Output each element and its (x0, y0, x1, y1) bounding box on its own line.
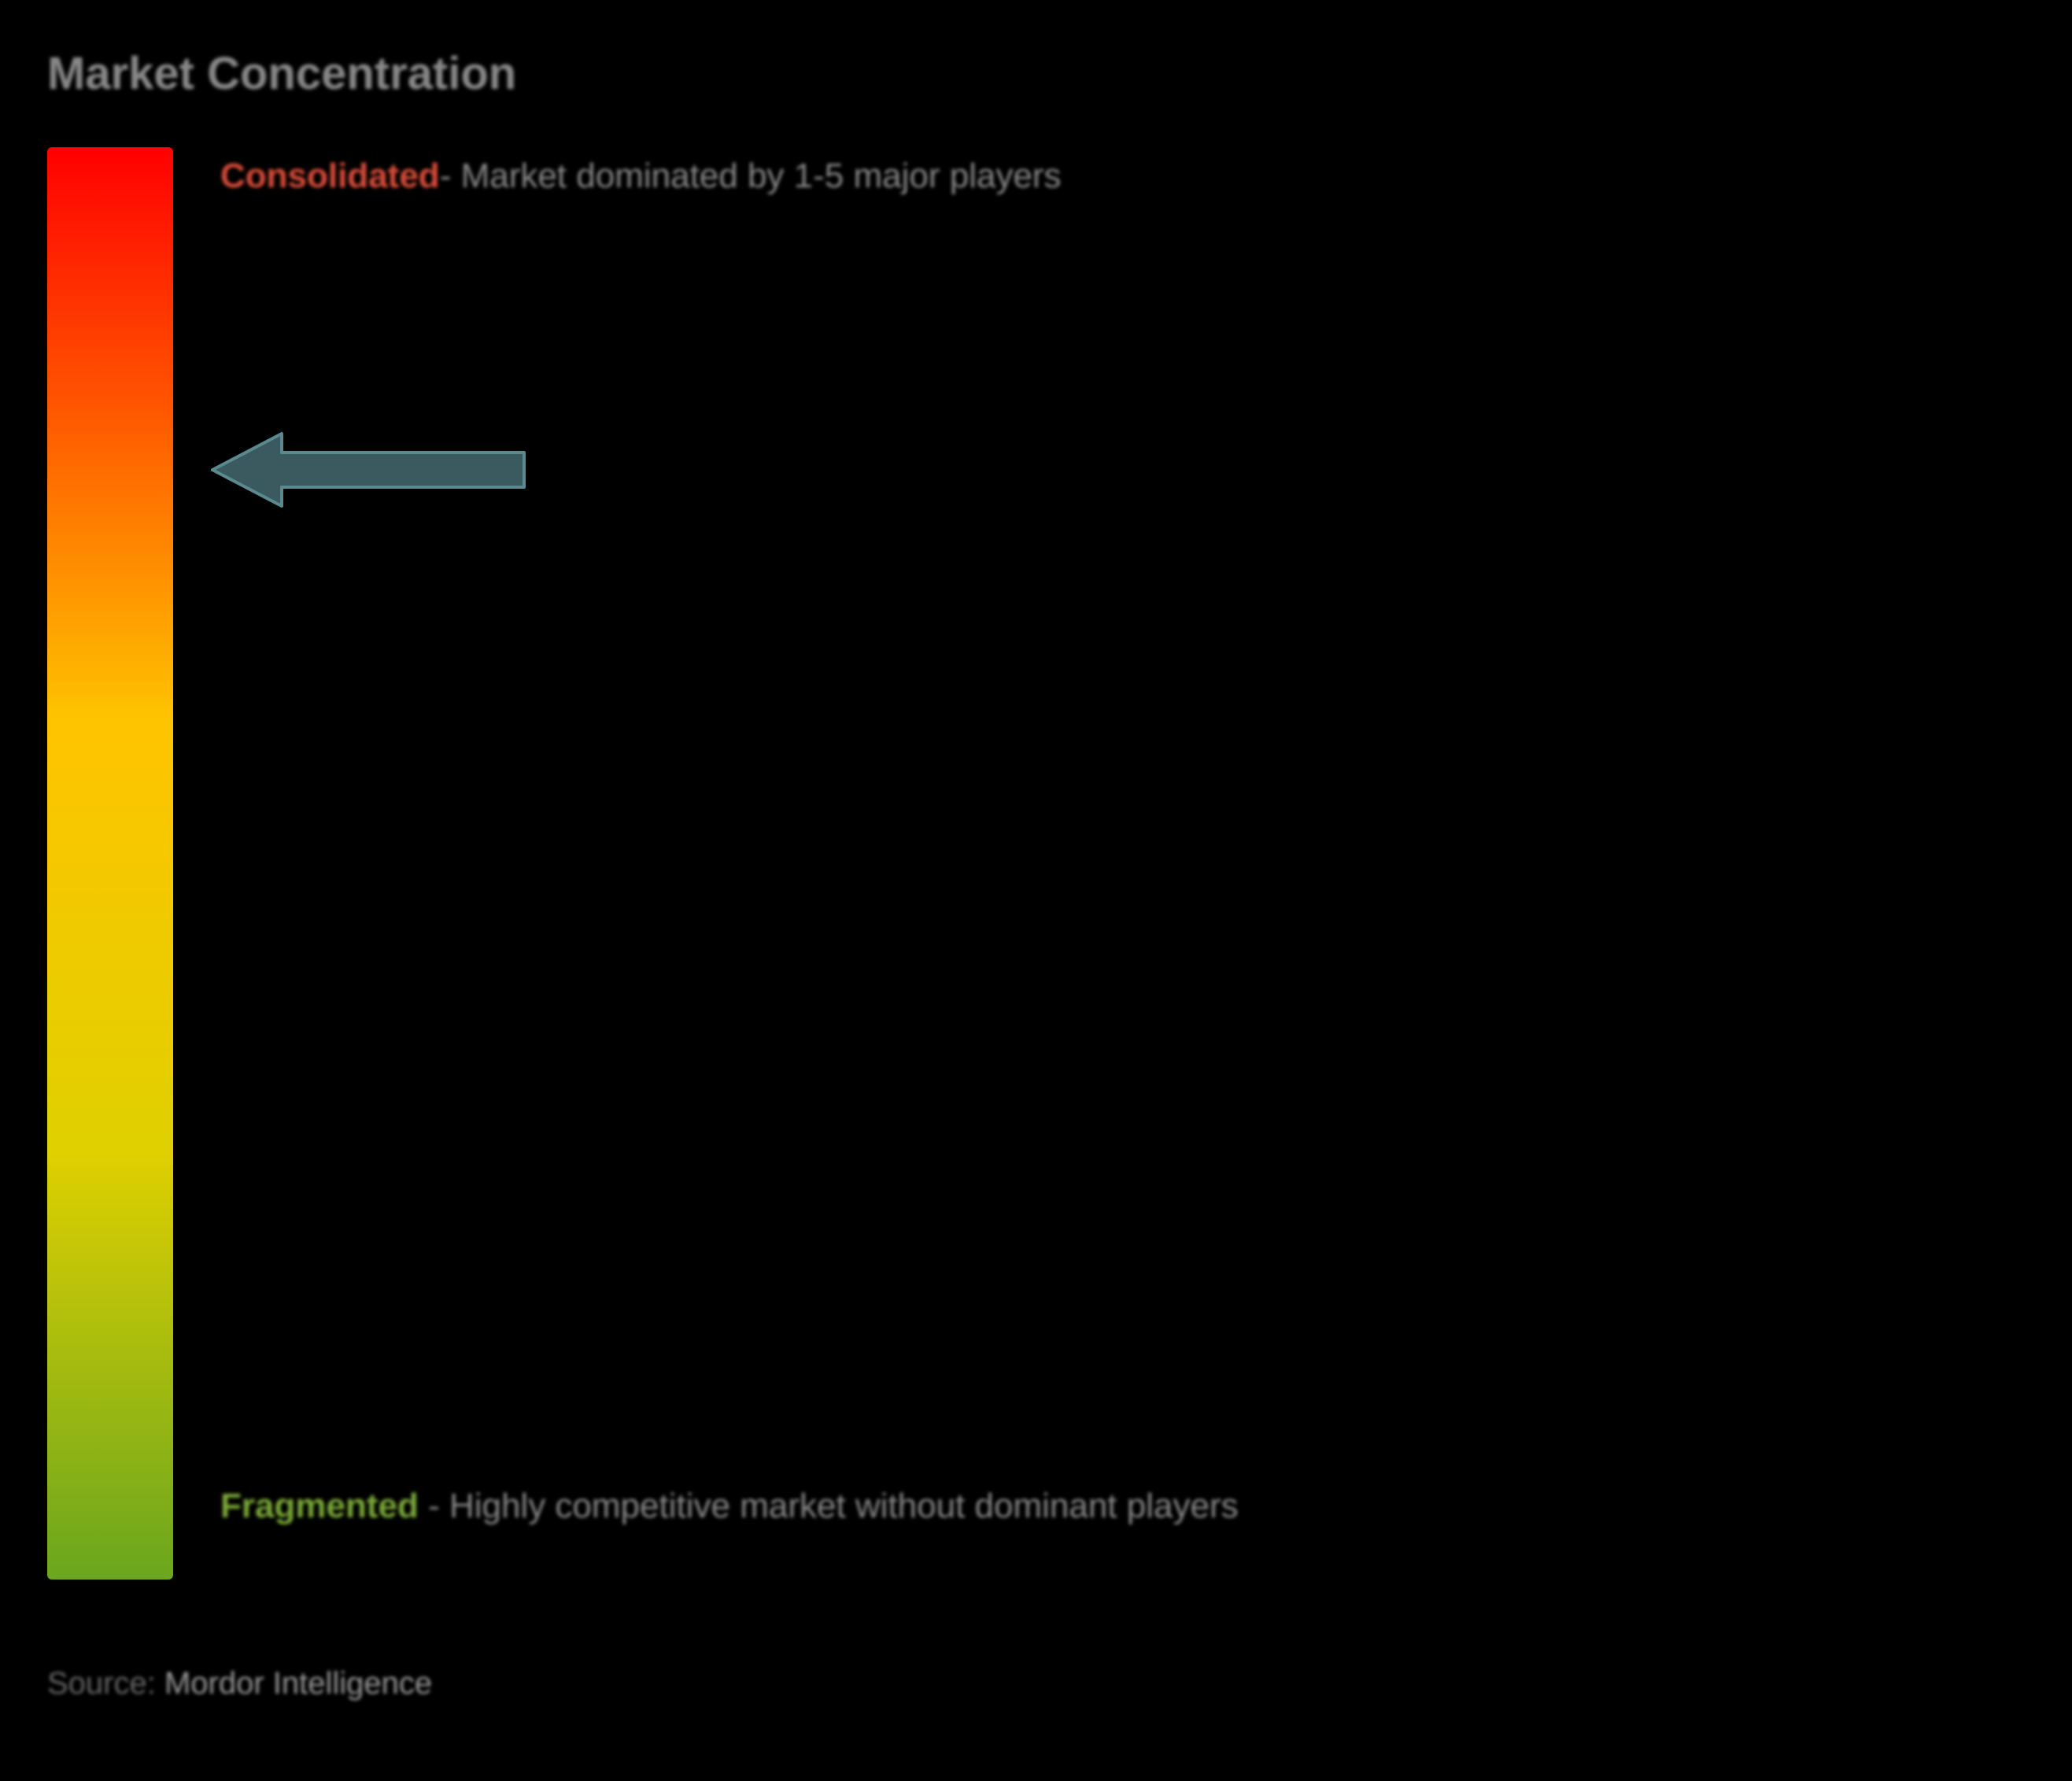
source-attribution: Source: Mordor Intelligence (47, 1666, 2025, 1702)
indicator-arrow (211, 430, 526, 513)
consolidated-label: Consolidated- Market dominated by 1-5 ma… (220, 150, 1062, 202)
concentration-gradient-bar (47, 147, 173, 1580)
source-label: Source: (47, 1666, 156, 1701)
consolidated-highlight: Consolidated (220, 157, 440, 195)
consolidated-description: - Market dominated by 1-5 major players (440, 157, 1062, 195)
infographic-container: Market Concentration Consolidated- Marke… (47, 47, 2025, 1734)
fragmented-highlight: Fragmented (220, 1487, 419, 1525)
arrow-left-icon (211, 430, 526, 509)
fragmented-label: Fragmented - Highly competitive market w… (220, 1477, 1239, 1536)
fragmented-description: - Highly competitive market without domi… (428, 1487, 1239, 1525)
chart-title: Market Concentration (47, 47, 2025, 100)
source-value: Mordor Intelligence (164, 1666, 432, 1701)
labels-section: Consolidated- Market dominated by 1-5 ma… (220, 147, 2025, 1580)
main-content: Consolidated- Market dominated by 1-5 ma… (47, 147, 2025, 1580)
